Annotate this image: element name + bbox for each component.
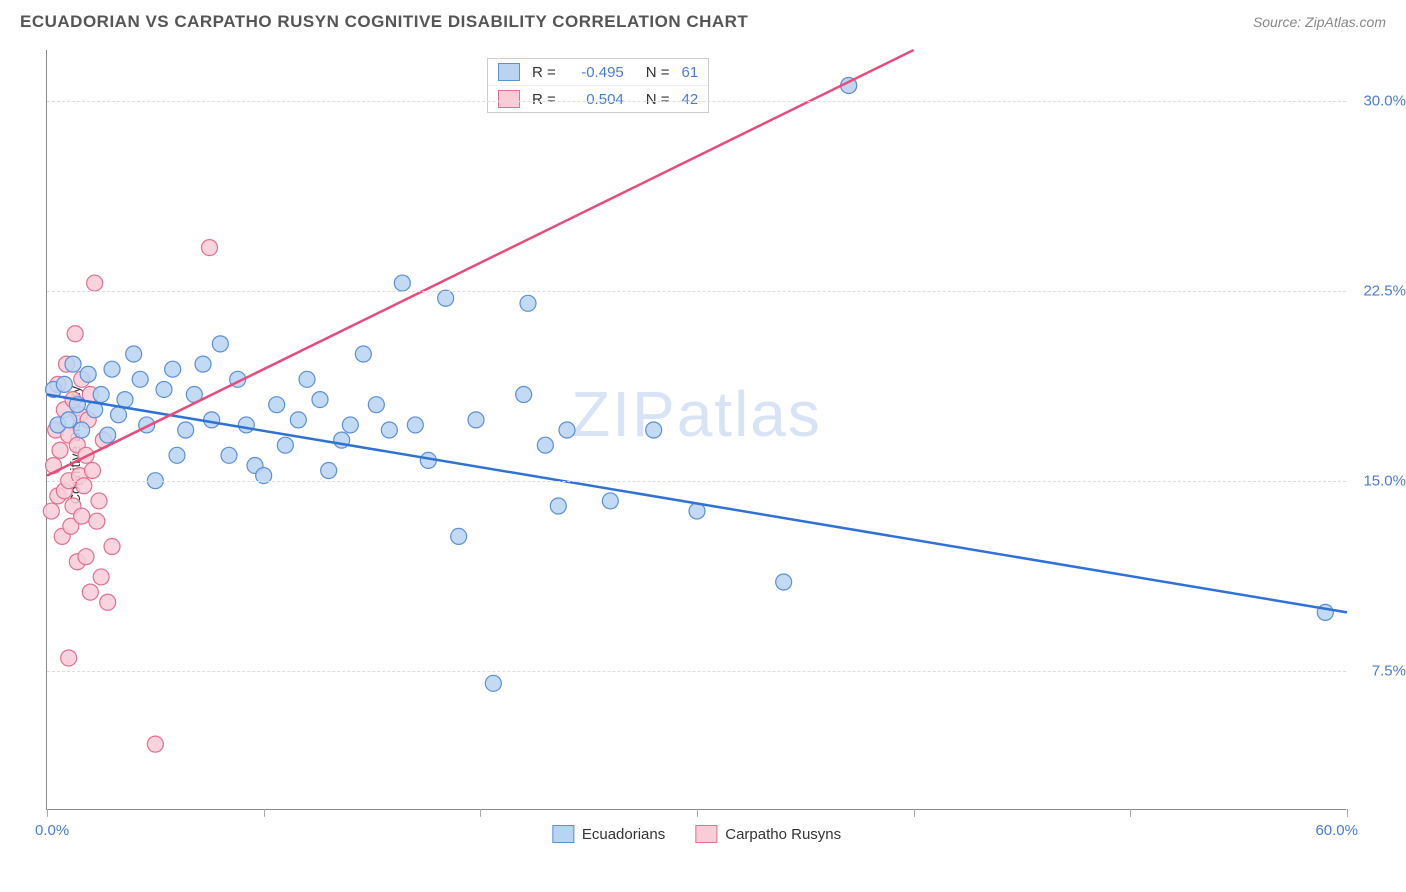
y-tick-label: 30.0%: [1363, 92, 1406, 109]
legend-label-1: Ecuadorians: [582, 826, 665, 843]
x-tick: [264, 809, 265, 817]
x-axis-max: 60.0%: [1315, 822, 1358, 839]
gridline: [47, 671, 1346, 672]
chart-container: Cognitive Disability ZIPatlas R = -0.495…: [46, 50, 1386, 840]
y-tick-label: 15.0%: [1363, 472, 1406, 489]
n-value-1: 61: [682, 64, 699, 81]
y-tick-label: 22.5%: [1363, 282, 1406, 299]
stats-row-series1: R = -0.495 N = 61: [488, 59, 708, 86]
legend-swatch-2: [695, 825, 717, 843]
stats-row-series2: R = 0.504 N = 42: [488, 86, 708, 112]
x-tick: [1347, 809, 1348, 817]
n-value-2: 42: [682, 91, 699, 108]
legend-item-2: Carpatho Rusyns: [695, 825, 841, 843]
gridline: [47, 481, 1346, 482]
x-tick: [697, 809, 698, 817]
x-tick: [480, 809, 481, 817]
source-label: Source: ZipAtlas.com: [1253, 14, 1386, 30]
correlation-stats-box: R = -0.495 N = 61 R = 0.504 N = 42: [487, 58, 709, 113]
chart-title: ECUADORIAN VS CARPATHO RUSYN COGNITIVE D…: [20, 12, 748, 32]
legend-label-2: Carpatho Rusyns: [725, 826, 841, 843]
x-tick: [47, 809, 48, 817]
r-value-1: -0.495: [564, 64, 624, 81]
gridline: [47, 291, 1346, 292]
r-value-2: 0.504: [564, 91, 624, 108]
legend-swatch-1: [552, 825, 574, 843]
legend-item-1: Ecuadorians: [552, 825, 665, 843]
svg-layer: [47, 50, 1347, 810]
x-tick: [1130, 809, 1131, 817]
plot-area: ZIPatlas R = -0.495 N = 61 R = 0.504 N =…: [46, 50, 1346, 810]
swatch-series1: [498, 63, 520, 81]
x-tick: [914, 809, 915, 817]
swatch-series2: [498, 90, 520, 108]
y-tick-label: 7.5%: [1372, 662, 1406, 679]
legend: Ecuadorians Carpatho Rusyns: [552, 825, 841, 843]
x-axis-min: 0.0%: [35, 822, 69, 839]
gridline: [47, 101, 1346, 102]
